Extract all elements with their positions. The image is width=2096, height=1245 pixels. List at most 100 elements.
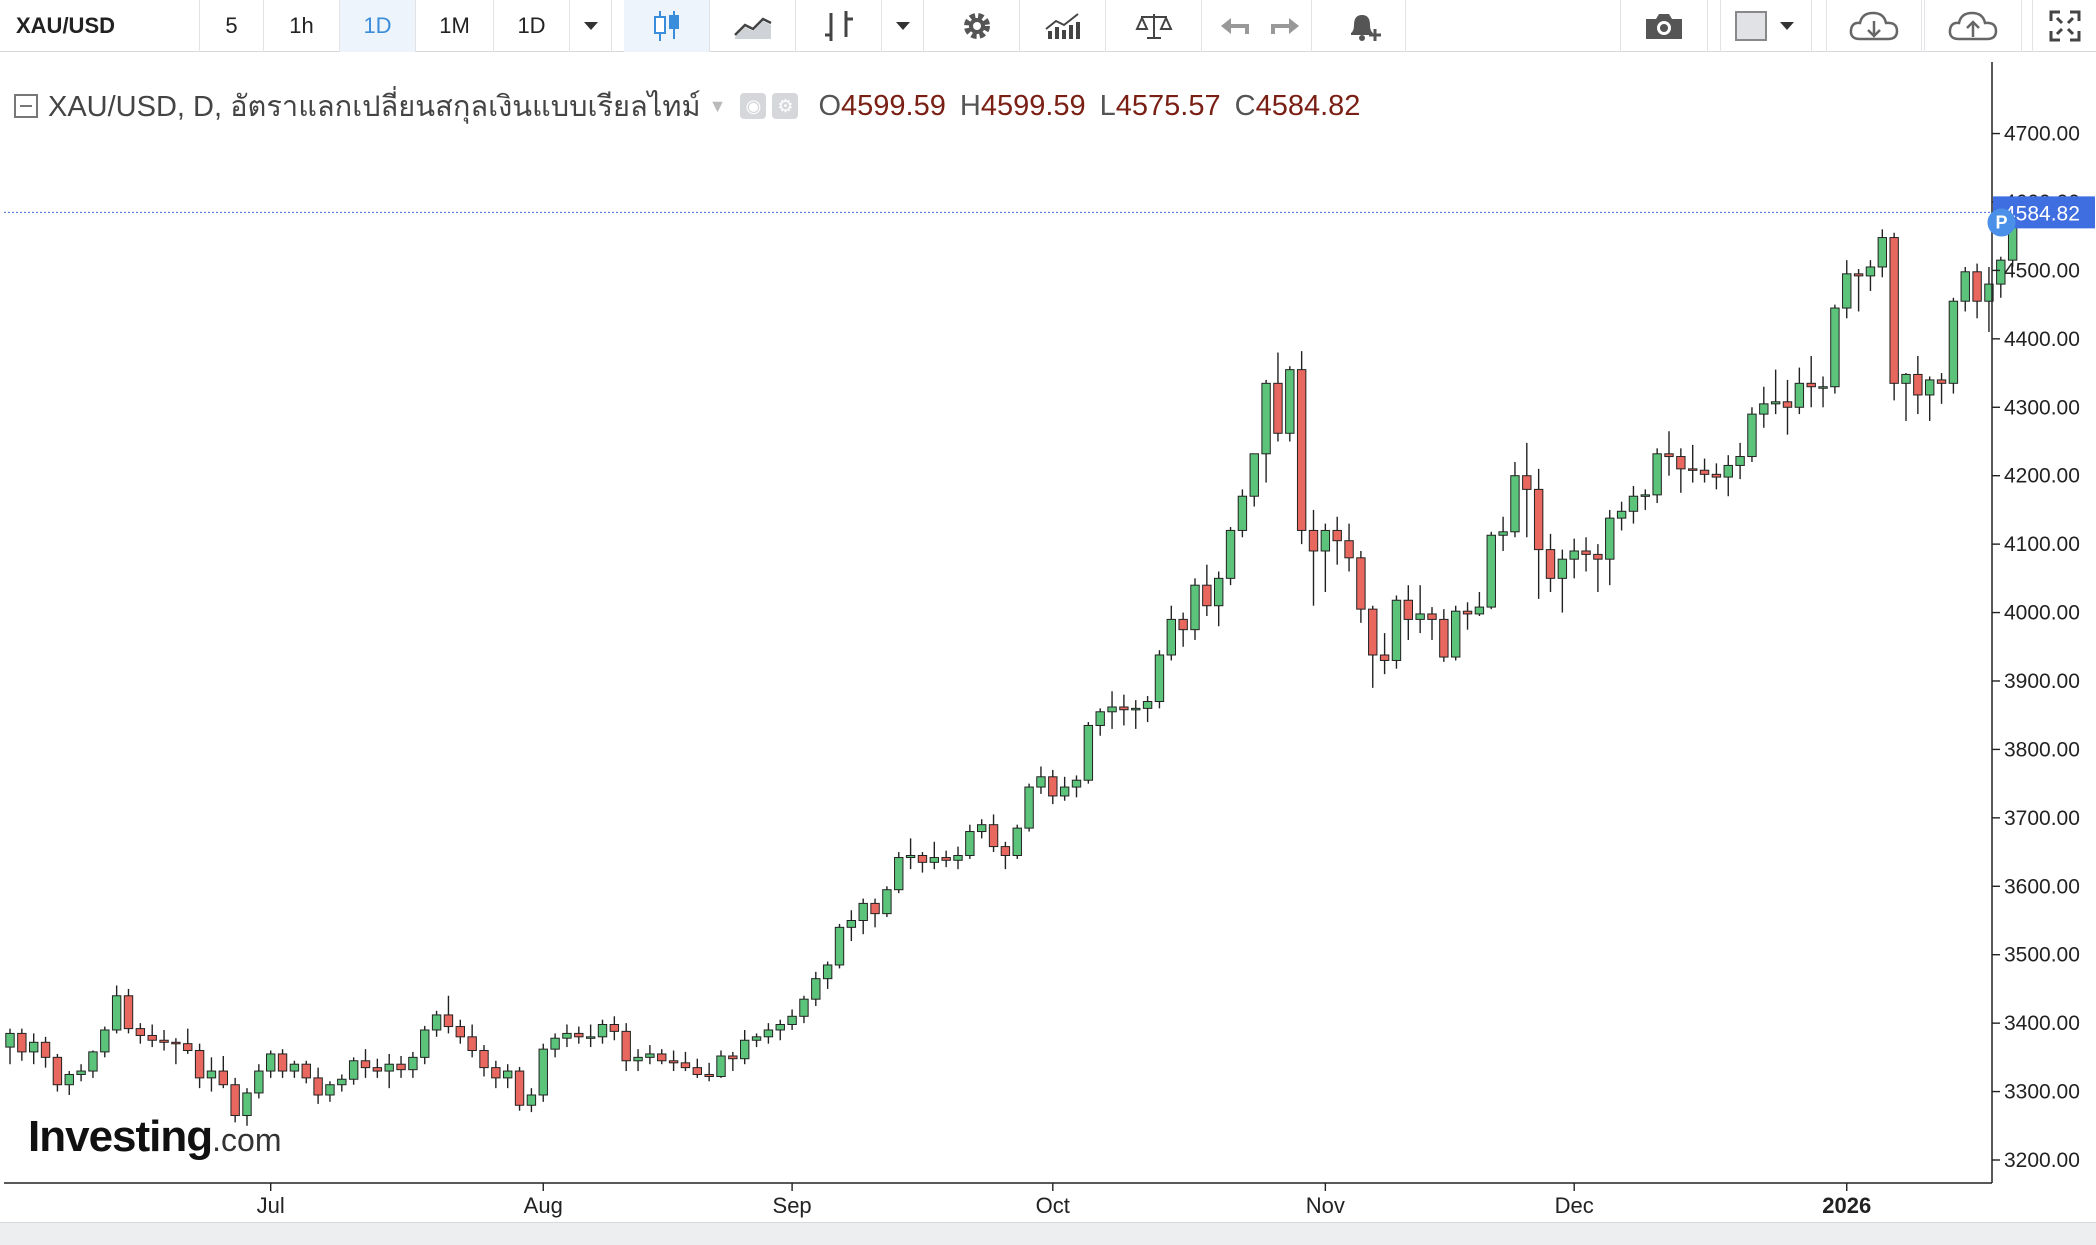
candle	[858, 898, 868, 935]
candle	[811, 971, 821, 1007]
candle-body	[1664, 453, 1674, 458]
candle	[64, 1071, 74, 1095]
undo-button[interactable]	[1208, 0, 1260, 52]
style-dropdown-button[interactable]	[882, 0, 924, 52]
interval-1d-secondary-button[interactable]: 1D	[494, 0, 570, 52]
candle-body	[1960, 271, 1970, 302]
candle	[1913, 355, 1923, 415]
candle	[1012, 824, 1022, 859]
price-chart[interactable]: 3200.00 3300.00 3400.00 3500.00 3600.00 3700.…	[0, 52, 2096, 1222]
save-layout-button[interactable]	[1924, 0, 2022, 52]
candle	[1427, 607, 1437, 640]
candle	[550, 1033, 560, 1058]
redo-button[interactable]	[1260, 0, 1312, 52]
candle-body	[1747, 413, 1757, 458]
interval-1h-button[interactable]: 1h	[264, 0, 340, 52]
candle-body	[230, 1084, 240, 1117]
interval-1m-button[interactable]: 1M	[416, 0, 494, 52]
eye-icon[interactable]: ◉	[740, 93, 767, 119]
candle-body	[1545, 549, 1556, 579]
investing-logo: Investing.com	[28, 1112, 282, 1162]
low-value: 4575.57	[1115, 89, 1221, 122]
candle-body	[657, 1053, 667, 1062]
candle	[894, 852, 904, 894]
candle	[1059, 776, 1070, 801]
candle-body	[1095, 711, 1105, 726]
candle	[1344, 523, 1354, 572]
candle	[277, 1049, 288, 1078]
candle-body	[1628, 495, 1639, 512]
candle	[396, 1055, 406, 1078]
caret-down-icon[interactable]: ▼	[708, 95, 727, 116]
position-marker-circle	[1987, 208, 2016, 237]
candle	[1522, 442, 1532, 538]
settings-button[interactable]	[934, 0, 1020, 52]
candle	[680, 1051, 691, 1072]
logo-brand: Investing	[28, 1112, 213, 1161]
load-layout-button[interactable]	[1826, 0, 1922, 52]
candle-body	[929, 857, 939, 863]
time-tick-label: Oct	[1036, 1193, 1070, 1218]
interval-dropdown-button[interactable]	[570, 0, 612, 52]
area-chart-icon	[733, 17, 772, 39]
line-style-button[interactable]	[710, 0, 796, 52]
interval-1d-button[interactable]: 1D	[340, 0, 416, 52]
candle	[905, 838, 916, 870]
candle	[111, 985, 122, 1034]
candle	[1640, 489, 1650, 510]
candle	[503, 1064, 513, 1089]
candle	[1451, 605, 1461, 661]
chevron-down-icon	[583, 22, 598, 30]
studies-button[interactable]	[1020, 0, 1106, 52]
candle-body	[870, 902, 880, 915]
candle-body	[1759, 403, 1769, 415]
candle-body	[88, 1051, 98, 1072]
candle-body	[953, 854, 963, 861]
candle-body	[1344, 540, 1354, 559]
color-picker-button[interactable]	[1720, 0, 1812, 52]
candle	[491, 1060, 501, 1089]
candle-body	[585, 1036, 596, 1039]
fullscreen-button[interactable]	[2032, 0, 2096, 52]
price-tick-label: 4500.00	[2004, 259, 2080, 282]
symbol-selector[interactable]: XAU/USD	[0, 0, 200, 52]
candle-body	[704, 1073, 714, 1078]
candle-body	[775, 1024, 785, 1031]
collapse-legend-icon[interactable]	[14, 94, 38, 118]
candle-style-button[interactable]	[624, 0, 710, 52]
bottom-range-bar	[0, 1222, 2096, 1245]
candle-body	[1889, 237, 1899, 384]
candle-body	[194, 1050, 205, 1079]
candle-body	[1486, 534, 1496, 608]
candle	[1747, 407, 1757, 463]
candle	[230, 1077, 240, 1123]
candle-body	[135, 1028, 146, 1036]
candle	[917, 852, 928, 873]
candle	[183, 1028, 193, 1054]
compare-button[interactable]	[1106, 0, 1202, 52]
alert-button[interactable]	[1322, 0, 1406, 52]
candle	[870, 898, 880, 928]
candle	[194, 1043, 205, 1089]
snapshot-button[interactable]	[1620, 0, 1708, 52]
open-label: O	[818, 89, 842, 122]
candle	[704, 1062, 714, 1082]
cloud-upload-icon	[1948, 11, 1998, 41]
candle-body	[1474, 606, 1485, 615]
candle	[1237, 489, 1248, 538]
candle-body	[1202, 584, 1212, 607]
logo-suffix: .com	[212, 1122, 282, 1158]
candle-body	[1794, 382, 1805, 408]
price-tick-label: 3700.00	[2004, 807, 2080, 830]
candle-body	[526, 1094, 537, 1106]
position-marker[interactable]: P	[1987, 208, 2016, 237]
interval-5m-button[interactable]: 5	[200, 0, 264, 52]
candle	[384, 1053, 394, 1089]
candle-body	[1391, 599, 1402, 661]
gear-icon[interactable]: ⚙	[772, 93, 799, 119]
indicators-button[interactable]	[796, 0, 882, 52]
candle-body	[17, 1032, 27, 1053]
camera-icon	[1646, 14, 1682, 39]
candle	[1723, 455, 1733, 497]
candle-body	[1368, 608, 1378, 656]
